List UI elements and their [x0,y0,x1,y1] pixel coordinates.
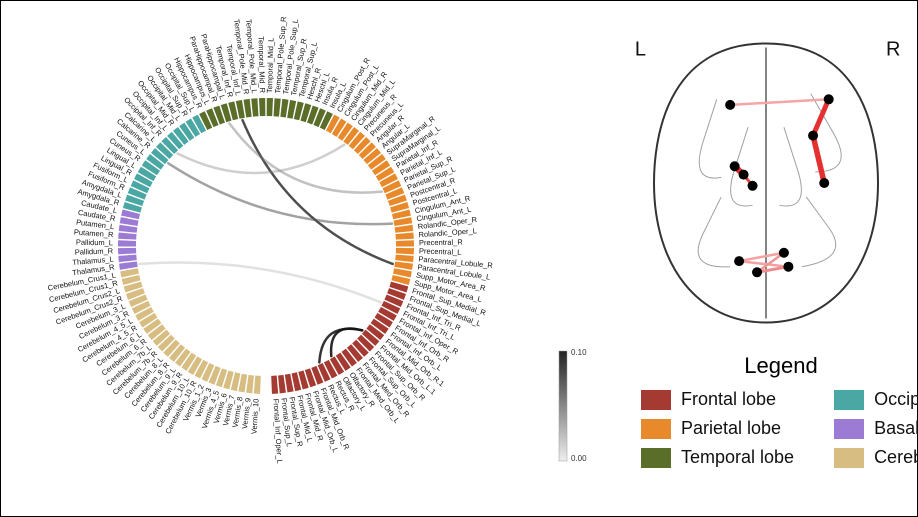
colorbar-min: 0.00 [571,454,587,463]
legend-swatch [641,419,671,439]
hemisphere-right-label: R [886,39,900,61]
brain-node [739,170,749,180]
brain-node [779,248,789,258]
ring-segment [278,375,286,394]
connection-arc [139,263,381,303]
legend-item: Cerebellum [834,447,918,468]
sulcus [699,99,721,178]
brain-node [783,262,793,272]
figure-frame: Vermis_10Vermis_9Vermis_8Vermis_7Vermis_… [0,0,918,517]
brain-node [734,256,744,266]
legend-label: Temporal lobe [681,447,794,468]
brain-node [819,178,829,188]
ring-segment [395,233,413,240]
ring-segment [118,240,136,246]
legend-swatch [641,390,671,410]
sulcus [698,197,730,267]
brain-node [824,94,834,104]
brain-edge [813,136,824,183]
brain-axial-view: LR [626,28,906,338]
legend-swatch [834,390,864,410]
brain-node [752,267,762,277]
legend-label: Basal nuclei [874,418,918,439]
legend-title: Legend [641,353,918,379]
brain-edge [813,99,829,135]
ring-segment [396,248,414,254]
legend-label: Parietal lobe [681,418,781,439]
brain-node [808,131,818,141]
sulcus [802,197,836,267]
legend-item: Frontal lobe [641,389,794,410]
ring-segment [246,375,254,394]
ring-segment [119,261,138,269]
legend-column-left: Frontal lobe Parietal lobe Temporal lobe [641,389,794,468]
ring-segment [118,233,136,240]
legend-item: Occipital lobe [834,389,918,410]
legend-item: Temporal lobe [641,447,794,468]
sulcus [779,127,801,206]
ring-segment [243,99,251,118]
legend-swatch [834,448,864,468]
brain-edge [730,99,829,105]
legend-label: Occipital lobe [874,389,918,410]
region-label: Pallidum_R [75,246,114,256]
legend-column-right: Occipital lobe Basal nuclei Cerebellum [834,389,918,468]
legend-label: Cerebellum [874,447,918,468]
ring-segment [395,255,413,262]
legend-label: Frontal lobe [681,389,776,410]
ring-segment [267,98,273,116]
ring-segment [280,99,288,118]
hemisphere-left-label: L [635,39,646,61]
brain-node [730,161,740,171]
colorbar [559,351,567,461]
ring-segment [394,261,413,269]
ring-segment [118,255,136,262]
legend-swatch [641,448,671,468]
brain-node [748,181,758,191]
ring-segment [271,376,278,394]
legend-item: Basal nuclei [834,418,918,439]
region-label: Pallidum_L [76,238,113,248]
ring-segment [254,376,261,394]
legend: Legend Frontal lobe Parietal lobe Temporal… [641,353,918,468]
connectogram: Vermis_10Vermis_9Vermis_8Vermis_7Vermis_… [1,1,611,511]
legend-item: Parietal lobe [641,418,794,439]
ring-segment [259,98,265,116]
brain-node [725,100,735,110]
ring-segment [395,225,414,233]
ring-segment [251,98,258,116]
colorbar-max: 0.10 [571,348,587,357]
ring-segment [118,248,136,254]
ring-segment [119,225,138,233]
ring-segment [396,240,414,246]
ring-segment [274,98,281,116]
legend-swatch [834,419,864,439]
